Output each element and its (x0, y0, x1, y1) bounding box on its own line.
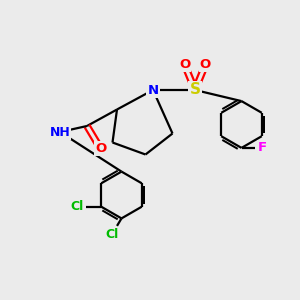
Text: O: O (179, 58, 190, 71)
Text: Cl: Cl (70, 200, 84, 213)
Text: NH: NH (50, 125, 70, 139)
Text: O: O (200, 58, 211, 71)
Text: F: F (258, 141, 267, 154)
Text: S: S (190, 82, 200, 98)
Text: O: O (95, 142, 106, 155)
Text: Cl: Cl (106, 228, 119, 242)
Text: N: N (147, 83, 159, 97)
